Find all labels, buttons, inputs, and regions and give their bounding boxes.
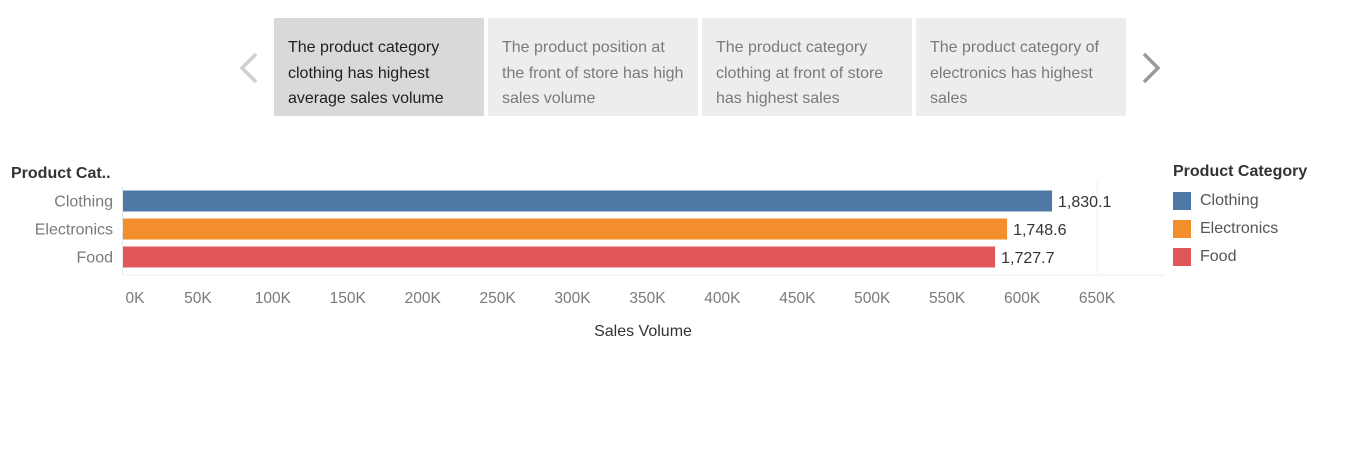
bar-chart-svg: Product Cat.. Clothing 1,830.1 Electronics 1… bbox=[11, 165, 1165, 340]
category-label: Food bbox=[77, 250, 113, 267]
data-label: 1,748.6 bbox=[1013, 222, 1066, 239]
legend-swatch-food bbox=[1173, 248, 1191, 266]
category-label: Electronics bbox=[35, 222, 113, 239]
category-label: Clothing bbox=[54, 194, 113, 211]
next-arrow-icon[interactable] bbox=[1130, 48, 1170, 88]
legend-label: Food bbox=[1200, 248, 1237, 265]
story-point-4[interactable]: The product category of electronics has … bbox=[916, 18, 1126, 116]
x-tick-label: 0K bbox=[126, 290, 146, 307]
bar-electronics bbox=[123, 218, 1008, 240]
legend-swatch-clothing bbox=[1173, 192, 1191, 210]
x-tick-label: 450K bbox=[779, 290, 816, 307]
story-point-2[interactable]: The product position at the front of sto… bbox=[488, 18, 698, 116]
legend: Product Category Clothing Electronics Fo… bbox=[1173, 163, 1307, 271]
x-tick-label: 650K bbox=[1079, 290, 1116, 307]
legend-item-electronics[interactable]: Electronics bbox=[1173, 215, 1307, 243]
x-tick-label: 500K bbox=[854, 290, 891, 307]
story-point-1[interactable]: The product category clothing has highes… bbox=[274, 18, 484, 116]
bar-food bbox=[123, 246, 996, 268]
legend-item-clothing[interactable]: Clothing bbox=[1173, 187, 1307, 215]
bar-clothing bbox=[123, 190, 1053, 212]
x-tick-label: 400K bbox=[704, 290, 741, 307]
x-tick-label: 100K bbox=[255, 290, 292, 307]
x-tick-label: 150K bbox=[330, 290, 367, 307]
x-tick-label: 350K bbox=[629, 290, 666, 307]
previous-arrow-icon[interactable] bbox=[230, 48, 270, 88]
x-tick-label: 600K bbox=[1004, 290, 1041, 307]
x-tick-label: 300K bbox=[554, 290, 591, 307]
x-tick-label: 50K bbox=[184, 290, 212, 307]
legend-title: Product Category bbox=[1173, 163, 1308, 180]
legend-label: Electronics bbox=[1200, 220, 1279, 237]
legend-item-food[interactable]: Food bbox=[1173, 243, 1307, 271]
legend-label: Clothing bbox=[1200, 192, 1259, 209]
data-label: 1,830.1 bbox=[1058, 194, 1111, 211]
x-axis-title: Sales Volume bbox=[594, 323, 692, 340]
x-tick-label: 250K bbox=[480, 290, 517, 307]
legend-swatch-electronics bbox=[1173, 220, 1191, 238]
data-label: 1,727.7 bbox=[1001, 250, 1054, 267]
story-point-3[interactable]: The product category clothing at front o… bbox=[702, 18, 912, 116]
bar-chart: Product Cat.. Clothing 1,830.1 Electronics 1… bbox=[0, 150, 1345, 350]
x-tick-label: 200K bbox=[405, 290, 442, 307]
y-axis-title: Product Cat.. bbox=[11, 165, 111, 182]
x-tick-label: 550K bbox=[929, 290, 966, 307]
